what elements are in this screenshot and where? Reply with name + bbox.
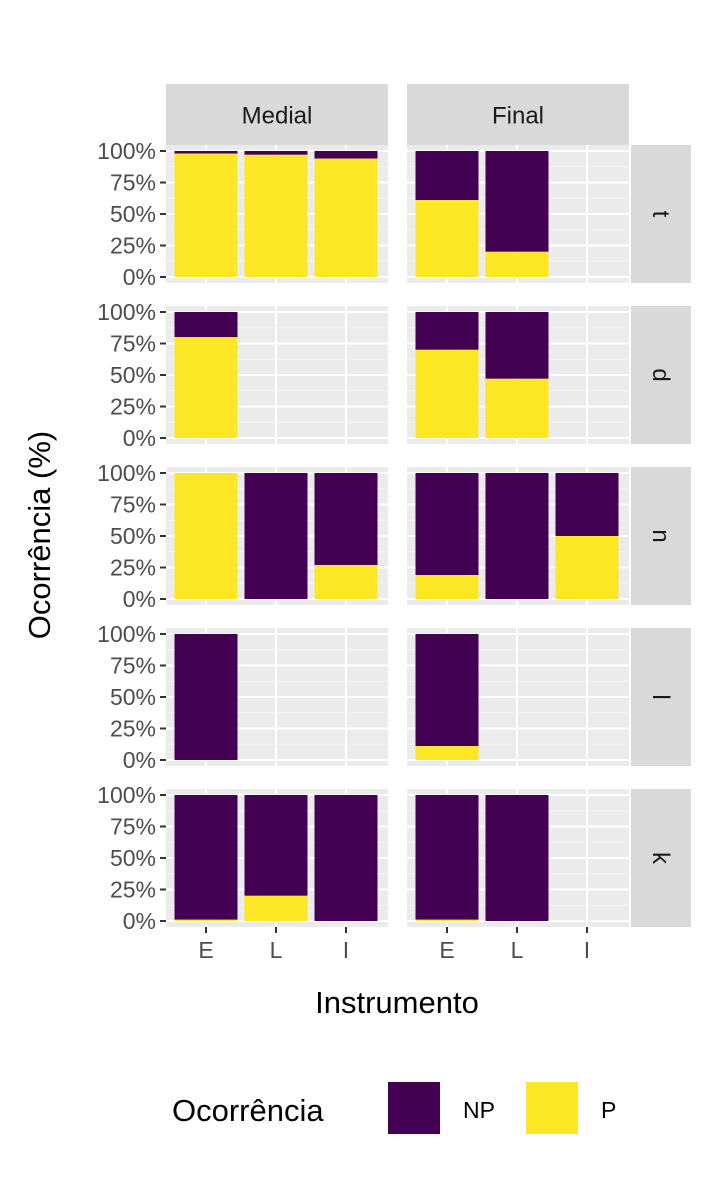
y-tick-label: 75% bbox=[110, 814, 156, 840]
bar-p-d-final-L bbox=[485, 378, 549, 438]
y-tick-label: 0% bbox=[123, 425, 156, 451]
x-tick-label: I bbox=[584, 937, 590, 963]
y-tick-label: 0% bbox=[123, 264, 156, 290]
y-tick-label: 100% bbox=[97, 782, 156, 808]
legend-swatch-np bbox=[388, 1082, 440, 1134]
bar-np-t-final-E bbox=[415, 151, 479, 201]
row-strip bbox=[631, 306, 691, 444]
legend-title: Ocorrência bbox=[172, 1093, 324, 1128]
bar-p-k-final-E bbox=[415, 919, 479, 921]
y-tick-label: 50% bbox=[110, 362, 156, 388]
bar-p-k-medial-E bbox=[174, 919, 238, 921]
y-tick-label: 25% bbox=[110, 716, 156, 742]
y-tick-label: 100% bbox=[97, 460, 156, 486]
bar-np-d-final-E bbox=[415, 312, 479, 350]
x-tick-label: E bbox=[198, 937, 213, 963]
bar-np-t-medial-E bbox=[174, 151, 238, 154]
row-strip-label: n bbox=[647, 529, 674, 542]
y-tick-label: 50% bbox=[110, 523, 156, 549]
bar-p-d-final-E bbox=[415, 349, 479, 438]
bar-p-t-medial-I bbox=[314, 158, 378, 277]
bar-np-n-final-I bbox=[555, 473, 619, 536]
bar-np-t-medial-L bbox=[244, 151, 308, 155]
bar-np-n-medial-I bbox=[314, 473, 378, 565]
row-strip-label: k bbox=[647, 852, 674, 865]
bar-p-n-final-I bbox=[555, 536, 619, 599]
bar-np-k-medial-L bbox=[244, 795, 308, 896]
y-tick-label: 0% bbox=[123, 908, 156, 934]
x-tick-label: E bbox=[439, 937, 454, 963]
y-tick-label: 25% bbox=[110, 877, 156, 903]
y-tick-label: 0% bbox=[123, 586, 156, 612]
row-strip-label: d bbox=[647, 368, 674, 381]
y-tick-label: 0% bbox=[123, 747, 156, 773]
bar-np-k-final-L bbox=[485, 795, 549, 921]
y-tick-label: 75% bbox=[110, 331, 156, 357]
x-tick-label: L bbox=[511, 937, 524, 963]
bar-np-n-medial-L bbox=[244, 473, 308, 599]
legend-label-p: P bbox=[601, 1097, 616, 1123]
bar-np-k-medial-E bbox=[174, 795, 238, 920]
bar-np-d-final-L bbox=[485, 312, 549, 379]
bar-np-d-medial-E bbox=[174, 312, 238, 338]
bar-np-l-final-E bbox=[415, 634, 479, 747]
bar-p-t-final-L bbox=[485, 251, 549, 277]
y-tick-label: 50% bbox=[110, 684, 156, 710]
y-tick-label: 25% bbox=[110, 394, 156, 420]
bar-p-n-medial-I bbox=[314, 564, 378, 599]
row-strip bbox=[631, 789, 691, 927]
y-tick-label: 100% bbox=[97, 621, 156, 647]
row-strip bbox=[631, 628, 691, 766]
bar-p-l-final-E bbox=[415, 746, 479, 760]
legend-label-np: NP bbox=[463, 1097, 495, 1123]
bar-p-t-final-E bbox=[415, 200, 479, 277]
bar-np-t-medial-I bbox=[314, 151, 378, 159]
y-tick-label: 75% bbox=[110, 492, 156, 518]
bar-np-l-medial-E bbox=[174, 634, 238, 760]
y-tick-label: 25% bbox=[110, 233, 156, 259]
y-tick-label: 50% bbox=[110, 845, 156, 871]
row-strip bbox=[631, 145, 691, 283]
x-axis-title: Instrumento bbox=[315, 985, 479, 1020]
column-strip bbox=[166, 84, 388, 145]
bar-p-t-medial-L bbox=[244, 154, 308, 277]
row-strip-label: l bbox=[647, 694, 674, 699]
x-tick-label: I bbox=[343, 937, 349, 963]
y-tick-label: 50% bbox=[110, 201, 156, 227]
x-tick-label: L bbox=[270, 937, 283, 963]
bar-np-n-final-E bbox=[415, 473, 479, 576]
y-tick-label: 25% bbox=[110, 555, 156, 581]
bar-np-k-final-E bbox=[415, 795, 479, 920]
column-strip bbox=[407, 84, 629, 145]
row-strip bbox=[631, 467, 691, 605]
bar-p-n-final-E bbox=[415, 575, 479, 599]
column-strip-label: Medial bbox=[242, 103, 313, 130]
bar-np-k-medial-I bbox=[314, 795, 378, 921]
bar-p-k-medial-L bbox=[244, 895, 308, 921]
y-axis-title: Ocorrência (%) bbox=[22, 431, 57, 639]
bar-p-n-medial-E bbox=[174, 473, 238, 599]
bar-np-t-final-L bbox=[485, 151, 549, 252]
y-tick-label: 75% bbox=[110, 170, 156, 196]
row-strip-label: t bbox=[647, 211, 674, 218]
y-tick-label: 100% bbox=[97, 299, 156, 325]
y-tick-label: 75% bbox=[110, 653, 156, 679]
y-tick-label: 100% bbox=[97, 138, 156, 164]
bar-np-n-final-L bbox=[485, 473, 549, 599]
bar-p-t-medial-E bbox=[174, 153, 238, 277]
bar-p-d-medial-E bbox=[174, 337, 238, 438]
legend-swatch-p bbox=[526, 1082, 578, 1134]
column-strip-label: Final bbox=[492, 103, 544, 130]
